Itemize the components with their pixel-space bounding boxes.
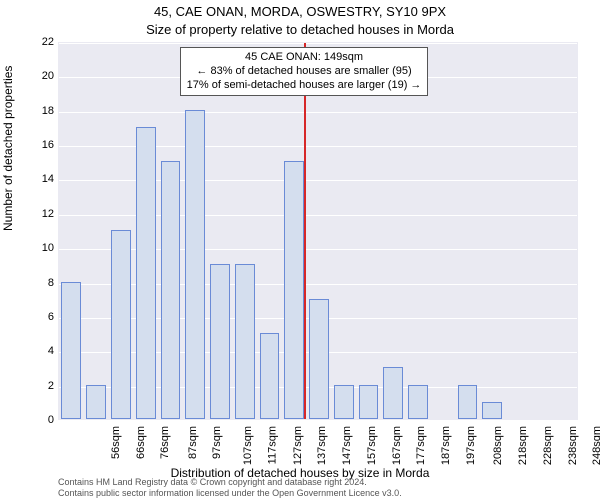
annotation-line: 17% of semi-detached houses are larger (… — [187, 79, 422, 93]
x-tick-label: 248sqm — [591, 426, 600, 465]
histogram-bar — [334, 385, 354, 419]
annotation-line: 45 CAE ONAN: 149sqm — [187, 51, 422, 65]
histogram-bar — [309, 299, 329, 419]
y-tick-label: 20 — [14, 70, 54, 82]
x-tick-label: 177sqm — [416, 426, 428, 465]
y-tick-label: 8 — [14, 277, 54, 289]
y-tick-label: 18 — [14, 105, 54, 117]
footnote: Contains HM Land Registry data © Crown c… — [58, 477, 402, 498]
histogram-bar — [210, 264, 230, 419]
histogram-bar — [86, 385, 106, 419]
y-axis-label: Number of detached properties — [1, 66, 15, 231]
x-tick-label: 167sqm — [391, 426, 403, 465]
histogram-bar — [359, 385, 379, 419]
histogram-bar — [235, 264, 255, 419]
y-tick-label: 6 — [14, 311, 54, 323]
x-tick-label: 187sqm — [440, 426, 452, 465]
histogram-bar — [458, 385, 478, 419]
reference-line — [304, 43, 306, 419]
y-tick-label: 16 — [14, 139, 54, 151]
y-tick-label: 22 — [14, 36, 54, 48]
footnote-line: Contains HM Land Registry data © Crown c… — [58, 477, 402, 487]
x-tick-label: 107sqm — [242, 426, 254, 465]
x-tick-label: 147sqm — [341, 426, 353, 465]
gridline-h — [59, 421, 577, 422]
x-tick-label: 66sqm — [135, 426, 147, 459]
y-tick-label: 12 — [14, 208, 54, 220]
x-tick-label: 76sqm — [159, 426, 171, 459]
histogram-bar — [111, 230, 131, 419]
gridline-h — [59, 43, 577, 44]
x-tick-label: 97sqm — [211, 426, 223, 459]
y-tick-label: 2 — [14, 380, 54, 392]
chart-subtitle: Size of property relative to detached ho… — [0, 22, 600, 37]
histogram-bar — [482, 402, 502, 419]
y-tick-label: 0 — [14, 414, 54, 426]
y-tick-label: 14 — [14, 173, 54, 185]
histogram-bar — [260, 333, 280, 419]
histogram-bar — [383, 367, 403, 419]
gridline-h — [59, 112, 577, 113]
x-tick-label: 157sqm — [366, 426, 378, 465]
chart-title-address: 45, CAE ONAN, MORDA, OSWESTRY, SY10 9PX — [0, 4, 600, 19]
x-tick-label: 218sqm — [517, 426, 529, 465]
histogram-bar — [284, 161, 304, 419]
x-tick-label: 87sqm — [187, 426, 199, 459]
annotation-box: 45 CAE ONAN: 149sqm ← 83% of detached ho… — [180, 47, 429, 96]
x-tick-label: 56sqm — [110, 426, 122, 459]
y-tick-label: 4 — [14, 345, 54, 357]
histogram-bar — [408, 385, 428, 419]
chart-container: 45, CAE ONAN, MORDA, OSWESTRY, SY10 9PX … — [0, 0, 600, 500]
x-tick-label: 208sqm — [492, 426, 504, 465]
x-tick-label: 127sqm — [292, 426, 304, 465]
x-tick-label: 238sqm — [567, 426, 579, 465]
x-tick-label: 117sqm — [266, 426, 278, 464]
histogram-bar — [185, 110, 205, 419]
histogram-bar — [136, 127, 156, 419]
x-tick-label: 137sqm — [317, 426, 329, 465]
histogram-bar — [61, 282, 81, 419]
plot-area: 45 CAE ONAN: 149sqm ← 83% of detached ho… — [58, 42, 578, 420]
footnote-line: Contains public sector information licen… — [58, 488, 402, 498]
annotation-line: ← 83% of detached houses are smaller (95… — [187, 65, 422, 79]
histogram-bar — [161, 161, 181, 419]
x-tick-label: 228sqm — [542, 426, 554, 465]
y-tick-label: 10 — [14, 242, 54, 254]
x-tick-label: 197sqm — [465, 426, 477, 465]
